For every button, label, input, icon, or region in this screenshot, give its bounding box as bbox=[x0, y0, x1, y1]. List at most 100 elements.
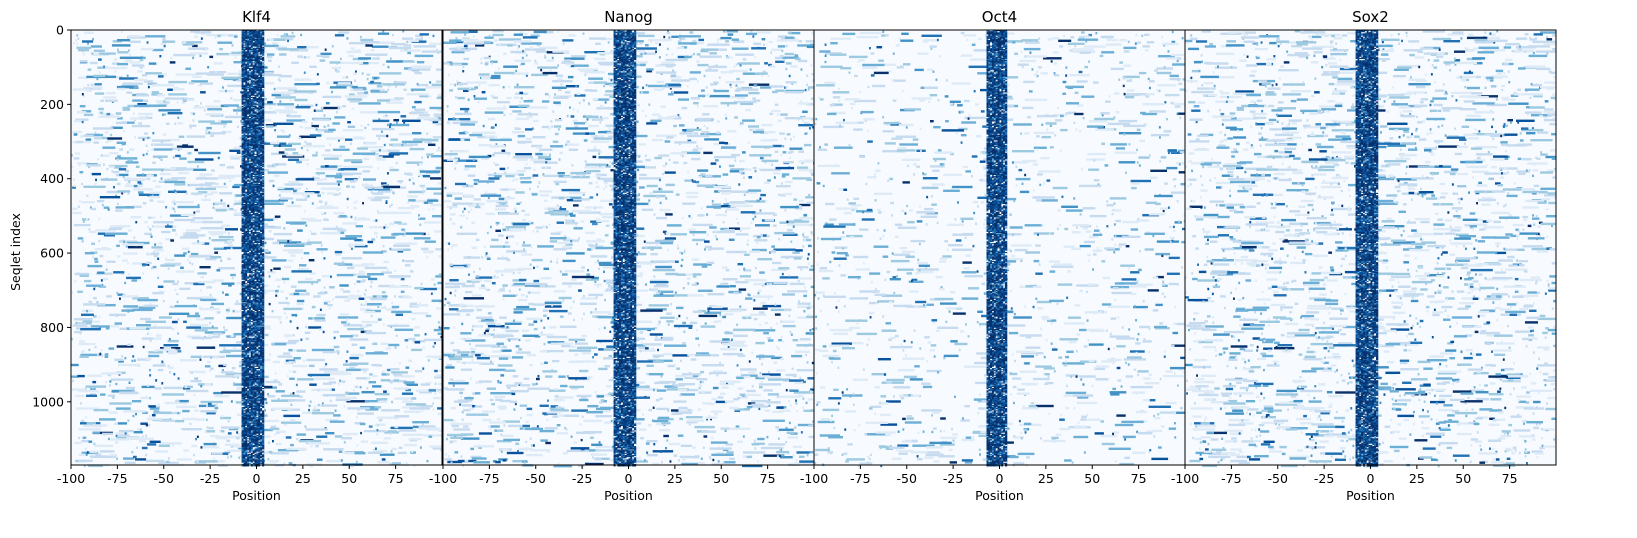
heatmap-cell bbox=[93, 52, 103, 55]
heatmap-cell bbox=[202, 446, 220, 449]
heatmap-cell bbox=[321, 106, 324, 109]
heatmap-cell bbox=[137, 70, 143, 73]
heatmap-cell bbox=[288, 348, 293, 352]
heatmap-cell bbox=[429, 95, 432, 98]
heatmap-cell bbox=[383, 184, 389, 187]
heatmap-cell bbox=[217, 34, 221, 38]
heatmap-cell bbox=[272, 342, 275, 345]
heatmap-cell bbox=[274, 129, 277, 132]
heatmap-cell bbox=[375, 235, 378, 238]
heatmap-cell bbox=[288, 360, 296, 364]
heatmap-cell bbox=[230, 400, 233, 403]
heatmap-cell bbox=[192, 75, 202, 78]
heatmap-cell bbox=[340, 57, 342, 61]
heatmap-cell bbox=[340, 231, 345, 234]
heatmap-cell bbox=[98, 316, 101, 319]
heatmap-cell bbox=[151, 143, 174, 146]
heatmap-cell bbox=[372, 188, 375, 191]
heatmap-cell bbox=[214, 395, 230, 398]
heatmap-cell bbox=[239, 361, 241, 364]
heatmap-cell bbox=[271, 152, 288, 155]
heatmap-cell bbox=[230, 239, 233, 242]
heatmap-cell bbox=[399, 362, 401, 365]
heatmap-cell bbox=[271, 310, 274, 313]
heatmap-cell bbox=[355, 200, 358, 203]
heatmap-cell bbox=[352, 85, 358, 89]
heatmap-cell bbox=[288, 399, 306, 402]
heatmap-cell bbox=[156, 405, 160, 409]
heatmap-cell bbox=[78, 389, 99, 393]
heatmap-cell bbox=[291, 270, 312, 273]
heatmap-cell bbox=[376, 85, 383, 88]
heatmap-cell bbox=[101, 154, 103, 157]
heatmap-cell bbox=[356, 444, 359, 447]
heatmap-cell bbox=[296, 242, 312, 246]
heatmap-cell bbox=[349, 366, 355, 370]
heatmap-cell bbox=[421, 50, 442, 53]
heatmap-cell bbox=[194, 31, 212, 34]
heatmap-cell bbox=[201, 326, 218, 330]
heatmap-cell bbox=[128, 49, 130, 52]
heatmap-cell bbox=[142, 99, 149, 102]
heatmap-cell bbox=[297, 267, 309, 271]
heatmap-cell bbox=[145, 434, 148, 437]
heatmap-cell bbox=[278, 301, 290, 305]
heatmap-cell bbox=[400, 277, 405, 281]
heatmap-cell bbox=[157, 102, 169, 106]
heatmap-cell bbox=[109, 165, 115, 168]
heatmap-cell bbox=[278, 144, 281, 147]
heatmap-cell bbox=[307, 238, 310, 241]
heatmap-cell bbox=[347, 407, 370, 410]
heatmap-cell bbox=[278, 383, 283, 386]
heatmap-cell bbox=[332, 122, 340, 125]
heatmap-cell bbox=[335, 253, 341, 256]
heatmap-cell bbox=[325, 418, 339, 422]
heatmap-cell bbox=[177, 122, 184, 125]
heatmap-cell bbox=[411, 199, 430, 203]
heatmap-cell bbox=[208, 131, 211, 134]
heatmap-cell bbox=[331, 45, 334, 48]
heatmap-cell bbox=[164, 101, 170, 104]
heatmap-cell bbox=[325, 165, 329, 168]
heatmap-cell bbox=[358, 297, 365, 300]
heatmap-cell bbox=[218, 267, 235, 270]
heatmap-cell bbox=[358, 270, 365, 273]
heatmap-cell bbox=[298, 158, 310, 161]
heatmap-cell bbox=[145, 114, 148, 117]
heatmap-cell bbox=[129, 61, 141, 64]
heatmap-cell bbox=[109, 384, 111, 387]
heatmap-cell bbox=[216, 182, 219, 186]
heatmap-cell bbox=[321, 402, 324, 405]
heatmap-cell bbox=[127, 104, 133, 108]
heatmap-cell bbox=[74, 119, 82, 123]
heatmap-cell bbox=[300, 146, 303, 150]
heatmap-cell bbox=[311, 282, 314, 285]
heatmap-cell bbox=[395, 334, 398, 337]
heatmap-cell bbox=[383, 437, 392, 440]
heatmap-cell bbox=[410, 205, 420, 208]
heatmap-cell bbox=[286, 375, 289, 378]
heatmap-cell bbox=[258, 44, 279, 48]
heatmap-cell bbox=[98, 218, 101, 221]
heatmap-cell bbox=[185, 385, 187, 389]
heatmap-cell bbox=[187, 143, 190, 146]
heatmap-cell bbox=[291, 31, 294, 35]
heatmap-cell bbox=[350, 142, 352, 145]
heatmap-cell bbox=[94, 346, 97, 349]
heatmap-cell bbox=[344, 372, 352, 375]
heatmap-cell bbox=[149, 199, 154, 202]
heatmap-cell bbox=[126, 91, 133, 94]
heatmap-cell bbox=[148, 351, 164, 354]
heatmap-cell bbox=[326, 137, 345, 140]
heatmap-cell bbox=[402, 259, 405, 262]
heatmap-cell bbox=[307, 195, 310, 198]
heatmap-cell bbox=[366, 376, 371, 380]
heatmap-cell bbox=[414, 370, 423, 373]
heatmap-cell bbox=[178, 171, 190, 175]
heatmap-cell bbox=[138, 182, 143, 185]
heatmap-cell bbox=[318, 313, 326, 317]
heatmap-cell bbox=[177, 116, 180, 119]
heatmap-cell bbox=[368, 451, 383, 454]
heatmap-cell bbox=[141, 263, 148, 266]
heatmap-cell bbox=[378, 32, 390, 35]
